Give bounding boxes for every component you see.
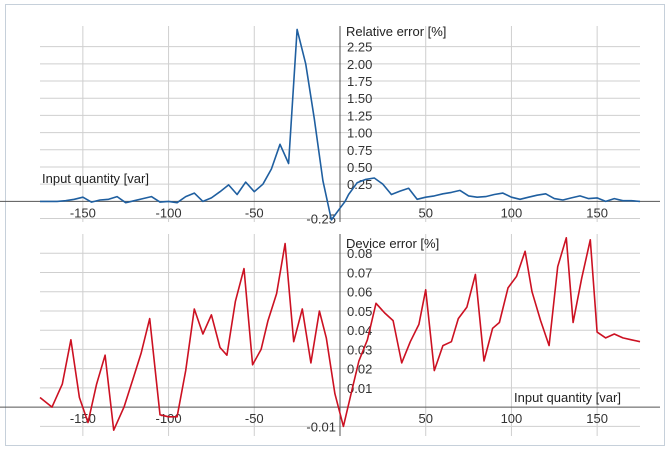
chart-2-x-axis-label: Input quantity [var] (514, 390, 621, 405)
chart-1-y-tick-label: -0.25 (306, 212, 336, 227)
chart-1-y-tick-label: 1.50 (347, 91, 372, 106)
chart-2-y-tick-label: 0.03 (347, 342, 372, 357)
chart-1-y-tick-label: 2.00 (347, 57, 372, 72)
chart-1-y-tick-label: 1.25 (347, 108, 372, 123)
chart-1-x-axis-label: Input quantity [var] (42, 171, 149, 186)
chart-1-x-tick-label: -100 (156, 205, 182, 220)
chart-2-x-tick-label: 150 (586, 411, 608, 426)
chart-2-y-tick-label: 0.07 (347, 265, 372, 280)
chart-1-y-tick-label: 2.25 (347, 40, 372, 55)
chart-1-y-tick-label: 1.75 (347, 74, 372, 89)
chart-1-x-tick-label: 150 (586, 205, 608, 220)
chart-2-x-tick-label: 100 (501, 411, 523, 426)
chart-1-x-tick-label: 50 (418, 205, 432, 220)
chart-1-x-tick-label: 100 (501, 205, 523, 220)
chart-1-series-line (40, 28, 641, 221)
chart-2-y-tick-label: 0.04 (347, 323, 372, 338)
chart-1-y-tick-label: 0.75 (347, 143, 372, 158)
chart-2-y-tick-label: 0.05 (347, 304, 372, 319)
chart-2-x-tick-label: -150 (70, 411, 96, 426)
chart-2-y-tick-label: -0.01 (306, 419, 336, 434)
chart-2-x-tick-label: -50 (245, 411, 264, 426)
chart-1-y-axis-label: Relative error [%] (346, 24, 446, 39)
chart-1-y-tick-label: 0.50 (347, 160, 372, 175)
chart-2-series-line (39, 237, 641, 432)
chart-1-x-tick-label: -150 (70, 205, 96, 220)
chart-1-y-tick-label: 1.00 (347, 126, 372, 141)
chart-2-y-tick-label: 0.08 (347, 246, 372, 261)
chart-1-x-tick-label: -50 (245, 205, 264, 220)
chart-frame (5, 4, 665, 446)
chart-2-x-tick-label: 50 (418, 411, 432, 426)
chart-2-y-tick-label: 0.02 (347, 362, 372, 377)
chart-2-y-tick-label: 0.06 (347, 285, 372, 300)
chart-2-y-axis-label: Device error [%] (346, 236, 439, 251)
